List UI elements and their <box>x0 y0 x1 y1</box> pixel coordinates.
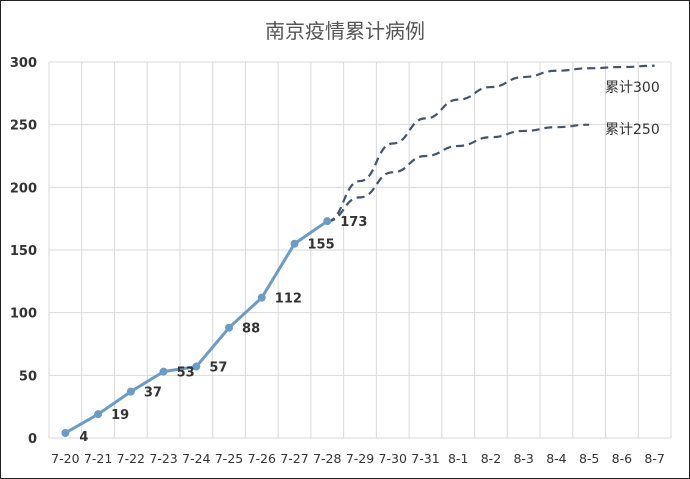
data-label: 173 <box>340 215 367 230</box>
data-point <box>126 387 135 396</box>
projection-line <box>327 123 590 223</box>
data-point <box>225 323 234 332</box>
data-point <box>61 428 70 437</box>
data-point <box>290 239 299 248</box>
x-tick-label: 8-7 <box>644 451 664 466</box>
data-point <box>323 217 332 226</box>
x-tick-label: 7-28 <box>313 451 341 466</box>
x-tick-label: 7-26 <box>248 451 276 466</box>
projection-line <box>327 64 655 223</box>
y-tick-label: 150 <box>10 244 37 259</box>
x-tick-label: 7-31 <box>411 451 439 466</box>
x-tick-label: 8-1 <box>448 451 468 466</box>
data-label: 57 <box>209 361 227 376</box>
y-tick-label: 200 <box>10 181 37 196</box>
data-point <box>159 367 168 376</box>
x-tick-label: 8-2 <box>481 451 501 466</box>
series-label: 累计300 <box>605 80 660 96</box>
data-label: 155 <box>308 238 335 253</box>
series-line <box>64 219 329 435</box>
x-tick-label: 7-23 <box>149 451 177 466</box>
data-label: 112 <box>275 292 302 307</box>
x-tick-label: 8-3 <box>513 451 533 466</box>
y-tick-label: 50 <box>19 369 37 384</box>
chart-title: 南京疫情累计病例 <box>265 19 425 43</box>
data-label: 37 <box>144 386 162 401</box>
data-label: 4 <box>79 430 88 445</box>
x-tick-label: 7-27 <box>280 451 308 466</box>
x-tick-label: 8-4 <box>546 451 566 466</box>
x-tick-label: 8-5 <box>579 451 599 466</box>
y-tick-label: 100 <box>10 307 37 322</box>
y-tick-label: 300 <box>10 56 37 71</box>
x-tick-label: 7-24 <box>182 451 210 466</box>
series-label: 累计250 <box>605 122 660 138</box>
x-tick-label: 7-29 <box>346 451 374 466</box>
data-point <box>257 293 266 302</box>
x-tick-label: 7-30 <box>379 451 407 466</box>
data-point <box>94 410 103 419</box>
data-label: 88 <box>242 322 260 337</box>
x-tick-label: 7-21 <box>84 451 112 466</box>
data-label: 19 <box>111 408 129 423</box>
data-point <box>192 362 201 371</box>
y-tick-label: 250 <box>10 119 37 134</box>
x-tick-label: 7-25 <box>215 451 243 466</box>
data-label: 53 <box>177 366 195 381</box>
x-tick-label: 7-20 <box>51 451 79 466</box>
y-tick-label: 0 <box>28 432 37 447</box>
x-tick-label: 7-22 <box>117 451 145 466</box>
x-tick-label: 8-6 <box>612 451 632 466</box>
